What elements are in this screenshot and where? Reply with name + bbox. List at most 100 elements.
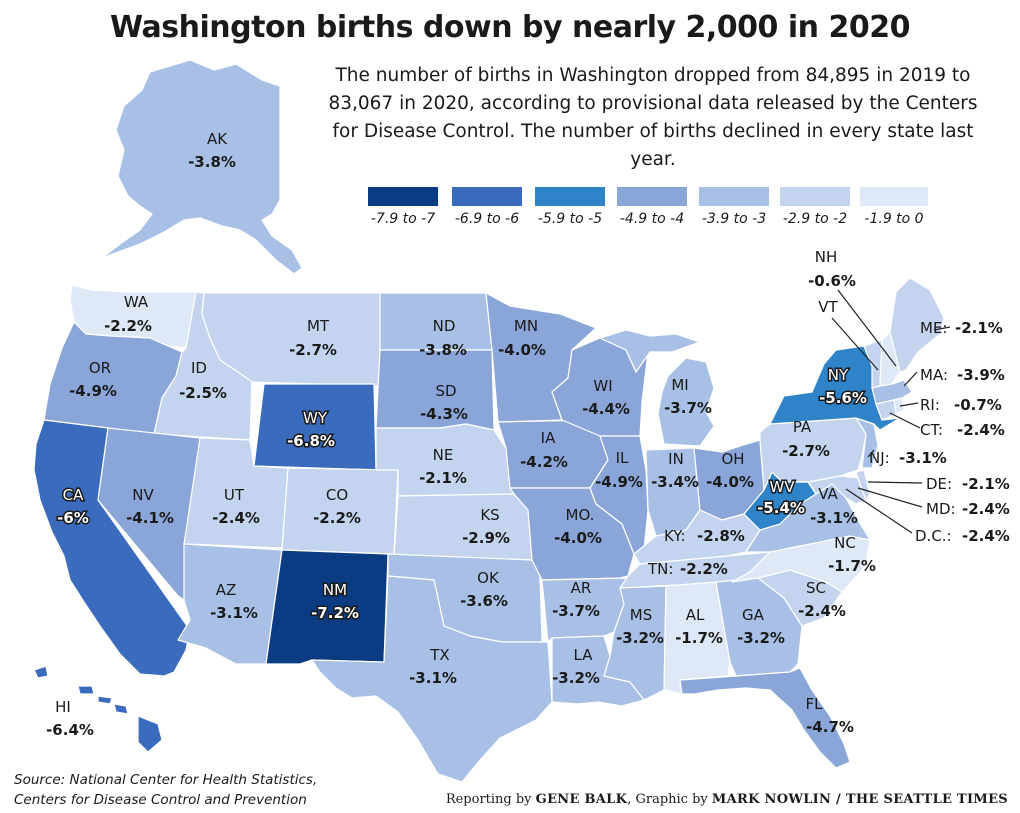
state-value-de: -2.1% (962, 475, 1010, 493)
state-value-ok: -3.6% (460, 592, 508, 610)
state-value-wi: -4.4% (582, 400, 630, 418)
state-label-nm: NM (323, 581, 347, 599)
legend-item: -2.9 to -2 (780, 187, 850, 227)
state-label-ak: AK (207, 130, 228, 148)
state-ak (101, 59, 303, 275)
state-label-pa: PA (793, 418, 812, 436)
state-label-ms: MS (630, 606, 652, 624)
hawaii-island (137, 715, 163, 753)
state-value-ak: -3.8% (188, 153, 236, 171)
state-label-wa: WA (124, 293, 149, 311)
legend-label: -2.9 to -2 (783, 211, 847, 227)
state-value-al: -1.7% (675, 629, 723, 647)
state-value-me: -2.1% (955, 319, 1003, 337)
credit-graphic-prefix: , Graphic by (627, 792, 708, 807)
legend-item: -6.9 to -6 (452, 187, 522, 227)
state-value-nh: -0.6% (808, 272, 856, 290)
hawaii-island (97, 695, 113, 705)
state-label-ks: KS (480, 506, 499, 524)
state-value-la: -3.2% (552, 669, 600, 687)
state-ks (393, 493, 533, 561)
state-value-sd: -4.3% (420, 405, 468, 423)
leader-line (867, 481, 923, 484)
state-label-nh: NH (815, 248, 838, 266)
state-label-ut: UT (224, 486, 245, 504)
source-line: Centers for Disease Control and Preventi… (14, 792, 307, 808)
credits: Reporting by GENE BALK, Graphic by MARK … (446, 792, 1008, 807)
state-label-de: DE: (926, 475, 952, 493)
state-mi-up (599, 329, 701, 373)
state-value-wa: -2.2% (104, 317, 152, 335)
state-de (855, 469, 871, 501)
state-label-wy: WY (303, 409, 328, 427)
legend-swatch (780, 187, 850, 206)
leader-line (889, 412, 921, 429)
legend-label: -6.9 to -6 (455, 211, 519, 227)
state-value-id: -2.5% (179, 384, 227, 402)
state-md (807, 475, 867, 505)
state-label-or: OR (89, 359, 111, 377)
state-value-ny: -5.6% (819, 389, 867, 407)
legend-item: -4.9 to -4 (617, 187, 687, 227)
state-value-nc: -1.7% (828, 557, 876, 575)
state-label-nd: ND (433, 317, 456, 335)
state-tx (311, 575, 553, 783)
state-label-co: CO (326, 486, 348, 504)
source-line: Source: National Center for Health Stati… (14, 772, 318, 788)
legend-swatch (699, 187, 769, 206)
state-label-ar: AR (571, 579, 592, 597)
state-label-ct: CT: (920, 421, 943, 439)
state-label-ma: MA: (920, 366, 948, 384)
state-wy (253, 383, 377, 471)
leader-line (867, 449, 875, 458)
state-label-vt: VT (818, 298, 838, 316)
state-label-ok: OK (477, 569, 500, 587)
state-label-il: IL (616, 449, 629, 467)
leader-line (899, 402, 919, 407)
hawaii-island (77, 685, 95, 695)
state-value-md: -2.4% (962, 500, 1010, 518)
legend-label: -3.9 to -3 (702, 211, 766, 227)
state-value-ky: -2.8% (697, 527, 745, 545)
state-label-nj: NJ: (869, 449, 890, 467)
state-label-dc: D.C.: (915, 527, 952, 545)
state-labels: AK -3.8% WA -2.2% OR -4.9% CA -6% ID -2.… (46, 130, 1010, 739)
state-value-nm: -7.2% (311, 604, 359, 622)
legend-item: -1.9 to 0 (860, 187, 928, 227)
state-label-tn: TN: (647, 560, 673, 578)
state-label-mn: MN (514, 317, 538, 335)
state-label-hi: HI (55, 698, 71, 716)
state-value-wv: -5.4% (757, 499, 805, 517)
legend-swatch (860, 187, 928, 206)
state-label-sd: SD (435, 382, 456, 400)
state-value-ct: -2.4% (957, 421, 1005, 439)
state-label-ri: RI: (920, 396, 940, 414)
state-ca (33, 419, 191, 677)
state-label-me: ME: (920, 319, 947, 337)
state-label-id: ID (191, 359, 207, 377)
state-label-ky: KY: (664, 527, 686, 545)
state-label-mi: MI (671, 376, 688, 394)
credit-reporter: GENE BALK (535, 792, 628, 807)
state-value-or: -4.9% (69, 382, 117, 400)
leader-line (845, 488, 913, 534)
state-value-wy: -6.8% (287, 432, 335, 450)
state-value-hi: -6.4% (46, 721, 94, 739)
state-value-ks: -2.9% (462, 529, 510, 547)
state-ri (893, 397, 905, 415)
legend-item: -5.9 to -5 (535, 187, 605, 227)
credit-graphic-by: MARK NOWLIN / THE SEATTLE TIMES (711, 792, 1008, 807)
state-label-nv: NV (132, 486, 154, 504)
state-value-il: -4.9% (595, 473, 643, 491)
state-label-wi: WI (593, 377, 612, 395)
legend: -7.9 to -7 -6.9 to -6 -5.9 to -5 -4.9 to… (368, 187, 928, 227)
state-value-mi: -3.7% (664, 399, 712, 417)
state-label-in: IN (668, 450, 684, 468)
state-label-mo: MO. (566, 506, 595, 524)
hawaii-island (113, 703, 129, 715)
state-value-ar: -3.7% (552, 602, 600, 620)
state-label-va: VA (818, 485, 838, 503)
legend-label: -5.9 to -5 (538, 211, 602, 227)
hawaii-island (33, 665, 49, 679)
leader-line (903, 371, 918, 387)
